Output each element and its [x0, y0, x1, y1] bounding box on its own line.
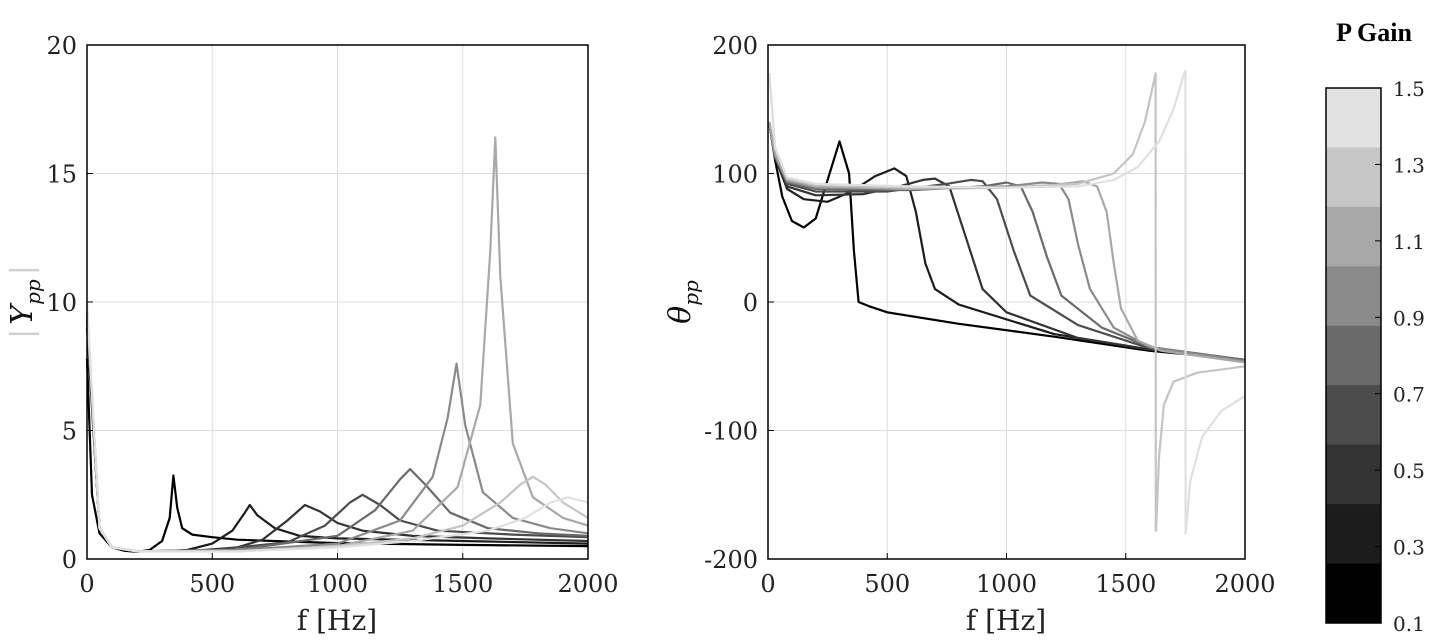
- phase-y-label: θpp: [663, 280, 703, 324]
- series-line-9: [768, 69, 1246, 535]
- colorbar-tick-label: 1.1: [1393, 230, 1425, 254]
- series-line-4: [768, 121, 1246, 361]
- colorbar-tick-label: 1.5: [1393, 77, 1425, 101]
- colorbar-frame: [1325, 87, 1382, 624]
- x-tick-label: 2000: [557, 570, 618, 598]
- y-tick-label: -100: [704, 418, 758, 446]
- y-tick-label: 20: [46, 32, 77, 60]
- series-line-8: [768, 72, 1246, 532]
- series-line-2: [768, 121, 1246, 361]
- series-line-9: [85, 301, 589, 553]
- phase-x-label: f [Hz]: [966, 604, 1046, 637]
- series-line-7: [768, 121, 1246, 364]
- y-tick-label: 5: [62, 418, 77, 446]
- colorbar-tick-label: 0.9: [1393, 306, 1425, 330]
- colorbar-swatch: [1326, 325, 1381, 386]
- series-line-1: [768, 121, 1246, 361]
- colorbar-swatch: [1326, 147, 1381, 208]
- x-tick-label: 1500: [1095, 570, 1156, 598]
- x-tick-label: 500: [189, 570, 235, 598]
- colorbar-swatch: [1326, 504, 1381, 565]
- colorbar-swatch: [1326, 206, 1381, 267]
- series-line-3: [768, 121, 1246, 361]
- colorbar-swatch: [1326, 385, 1381, 446]
- x-tick-label: 1000: [307, 570, 368, 598]
- x-tick-label: 500: [864, 570, 910, 598]
- magnitude-x-label: f [Hz]: [297, 604, 377, 637]
- colorbar-title: P Gain: [1336, 18, 1412, 47]
- magnitude-plot: 0 500 1000 1500 2000 0 5 10 15 20 f [Hz] |Ypp|: [5, 32, 619, 637]
- y-tick-label: 15: [46, 161, 77, 189]
- colorbar-tick-label: 0.3: [1393, 536, 1425, 560]
- x-tick-label: 0: [79, 570, 94, 598]
- y-tick-label: 100: [712, 161, 758, 189]
- x-tick-label: 0: [760, 570, 775, 598]
- y-tick-label: 200: [712, 32, 758, 60]
- y-tick-label: 0: [743, 289, 758, 317]
- x-tick-label: 1000: [976, 570, 1037, 598]
- colorbar-swatch: [1326, 444, 1381, 505]
- colorbar-swatch: [1326, 266, 1381, 327]
- colorbar-tick-label: 1.3: [1393, 153, 1425, 177]
- colorbar-swatch: [1326, 88, 1381, 148]
- colorbar-tick-label: 0.1: [1393, 612, 1425, 636]
- y-tick-label: -200: [704, 546, 758, 574]
- x-tick-label: 2000: [1214, 570, 1275, 598]
- series-line-5: [768, 121, 1246, 361]
- colorbar: P Gain 1.5 1.3 1.1 0.9 0.7 0.5 0.3 0.1: [1325, 18, 1425, 636]
- colorbar-tick-label: 0.7: [1393, 383, 1425, 407]
- magnitude-y-label: |Ypp|: [5, 265, 45, 339]
- y-tick-label: 10: [46, 289, 77, 317]
- series-line-6: [768, 121, 1246, 363]
- y-tick-label: 0: [62, 546, 77, 574]
- colorbar-tick-label: 0.5: [1393, 459, 1425, 483]
- x-tick-label: 1500: [432, 570, 493, 598]
- colorbar-swatch: [1326, 563, 1381, 624]
